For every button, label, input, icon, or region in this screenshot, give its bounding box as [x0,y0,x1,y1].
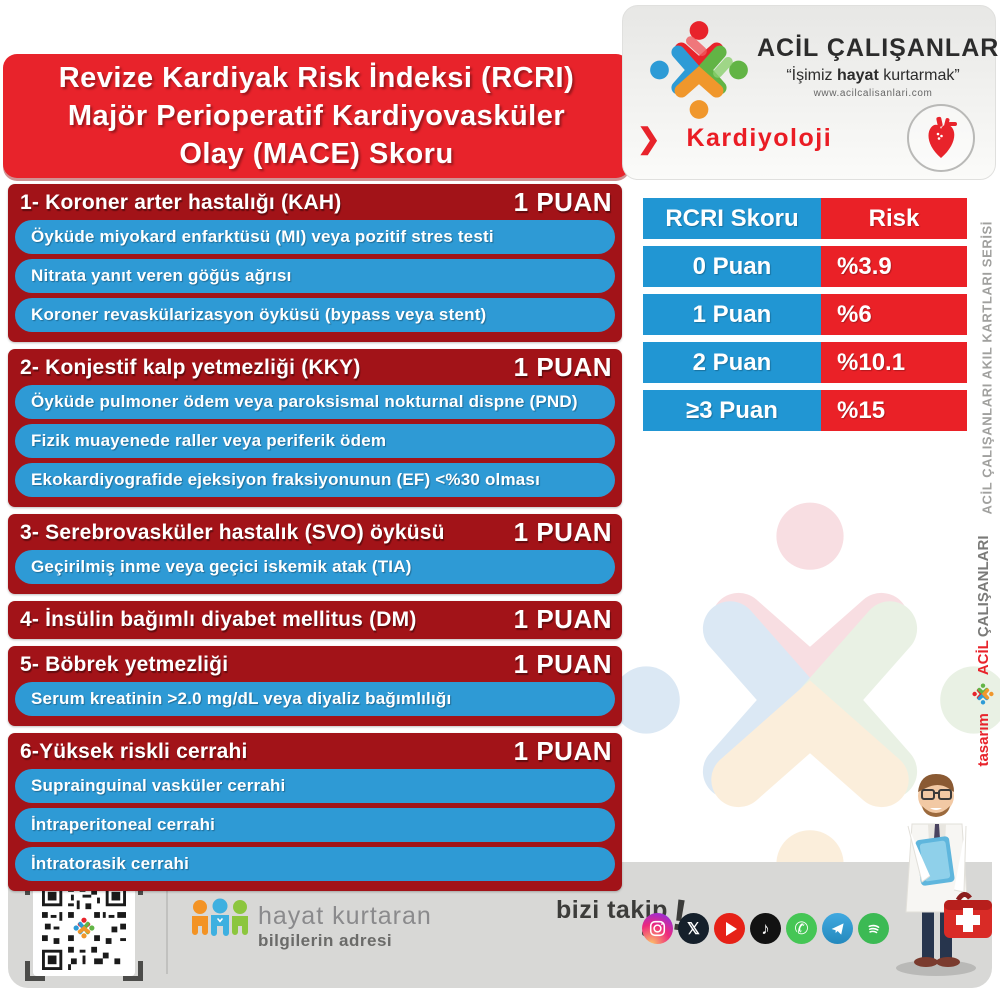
criterion-text: Öyküde miyokard enfarktüsü (MI) veya poz… [31,227,494,246]
brand-website: www.acilcalisanlari.com [813,88,933,99]
score-section: 5- Böbrek yetmezliği 1 PUAN Serum kreati… [8,646,622,726]
section-title: 4- İnsülin bağımlı diyabet mellitus (DM) [20,607,417,631]
score-section: 3- Serebrovasküler hastalık (SVO) öyküsü… [8,514,622,594]
criterion-text: Suprainguinal vasküler cerrahi [31,776,286,795]
page-title: Revize Kardiyak Risk İndeksi (RCRI) Majö… [3,54,630,178]
x-twitter-icon[interactable]: 𝕏 [678,913,709,944]
criterion-pill: Geçirilmiş inme veya geçici iskemik atak… [15,550,615,584]
criterion-pill: Nitrata yanıt veren göğüs ağrısı [15,259,615,293]
score-cell: 2 Puan [643,342,821,383]
criterion-pill: Fizik muayenede raller veya periferik öd… [15,424,615,458]
section-points: 1 PUAN [513,736,612,766]
score-cell: ≥3 Puan [643,390,821,431]
slogan-line-1: hayat kurtaran [258,902,432,930]
brand-logo-icon [650,21,748,119]
risk-table-body: 0 Puan %3.9 1 Puan %6 2 Puan %10.1 ≥3 Pu… [643,246,967,431]
risk-table-header: RCRI Skoru Risk [643,198,967,239]
criterion-pill: Koroner revaskülarizasyon öyküsü (bypass… [15,298,615,332]
criterion-text: İntratorasik cerrahi [31,854,190,873]
design-brand-red: ACİL [974,640,992,676]
risk-table-row: 2 Puan %10.1 [643,342,967,383]
design-credit: tasarım ACİL ÇALIŞANLARI [972,526,994,776]
risk-cell: %6 [821,294,967,335]
criterion-pill: Serum kreatinin >2.0 mg/dL veya diyaliz … [15,682,615,716]
criterion-pill: Öyküde miyokard enfarktüsü (MI) veya poz… [15,220,615,254]
criterion-text: Geçirilmiş inme veya geçici iskemik atak… [31,557,412,576]
title-line-3: Olay (MACE) Skoru [179,138,454,170]
risk-table-row: 0 Puan %3.9 [643,246,967,287]
section-points: 1 PUAN [513,187,612,217]
qr-corner-bracket [25,961,45,981]
score-section: 4- İnsülin bağımlı diyabet mellitus (DM)… [8,601,622,639]
series-label: ACİL ÇALIŞANLARI AKIL KARTLARI SERİSİ [979,220,995,515]
risk-table-row: 1 Puan %6 [643,294,967,335]
telegram-icon[interactable] [822,913,853,944]
score-section: 1- Koroner arter hastalığı (KAH) 1 PUAN … [8,184,622,342]
chevron-right-icon: ❯ [637,122,661,154]
criterion-text: İntraperitoneal cerrahi [31,815,216,834]
heart-icon [928,116,957,158]
section-points: 1 PUAN [513,604,612,634]
category-label: Kardiyoloji [686,124,833,152]
brand-name: ACİL ÇALIŞANLARI [757,34,1000,62]
criterion-text: Ekokardiyografide ejeksiyon fraksiyonunu… [31,470,541,489]
sections: 1- Koroner arter hastalığı (KAH) 1 PUAN … [8,184,622,898]
heart-badge [907,104,975,172]
design-label: tasarım [974,713,992,767]
criterion-text: Öyküde pulmoner ödem veya paroksismal no… [31,392,578,411]
score-cell: 1 Puan [643,294,821,335]
score-section: 2- Konjestif kalp yetmezliği (KKY) 1 PUA… [8,349,622,507]
score-section: 6-Yüksek riskli cerrahi 1 PUAN Supraingu… [8,733,622,891]
title-line-2: Majör Perioperatif Kardiyovasküler [67,100,566,132]
score-header-cell: RCRI Skoru [643,198,821,239]
criterion-pill: Suprainguinal vasküler cerrahi [15,769,615,803]
people-logo-icon [192,898,248,936]
section-title: 5- Böbrek yetmezliği [20,652,229,676]
criterion-text: Fizik muayenede raller veya periferik öd… [31,431,387,450]
criterion-text: Serum kreatinin >2.0 mg/dL veya diyaliz … [31,689,452,708]
risk-table-row: ≥3 Puan %15 [643,390,967,431]
spotify-icon[interactable] [858,913,889,944]
risk-header-cell: Risk [821,198,967,239]
section-points: 1 PUAN [513,352,612,382]
section-title: 6-Yüksek riskli cerrahi [20,739,248,763]
criterion-text: Nitrata yanıt veren göğüs ağrısı [31,266,292,285]
doctor-illustration [896,774,992,976]
criterion-pill: İntraperitoneal cerrahi [15,808,615,842]
youtube-icon[interactable] [714,913,745,944]
criterion-pill: Öyküde pulmoner ödem veya paroksismal no… [15,385,615,419]
slogan-line-2: bilgilerin adresi [258,931,393,950]
qr-code [25,875,143,981]
brand-mini-logo-icon [972,683,994,705]
section-title: 1- Koroner arter hastalığı (KAH) [20,190,342,214]
criterion-pill: Ekokardiyografide ejeksiyon fraksiyonunu… [15,463,615,497]
tiktok-icon[interactable]: ♪ [750,913,781,944]
section-points: 1 PUAN [513,517,612,547]
risk-cell: %15 [821,390,967,431]
section-points: 1 PUAN [513,649,612,679]
social-icons: 𝕏 ♪ ✆ [642,913,889,944]
section-title: 2- Konjestif kalp yetmezliği (KKY) [20,355,361,379]
section-title: 3- Serebrovasküler hastalık (SVO) öyküsü [20,520,445,544]
brand-tagline: “İşimiz hayat kurtarmak” [786,67,960,84]
footer-divider [166,874,168,974]
criterion-text: Koroner revaskülarizasyon öyküsü (bypass… [31,305,487,324]
risk-cell: %3.9 [821,246,967,287]
risk-cell: %10.1 [821,342,967,383]
whatsapp-icon[interactable]: ✆ [786,913,817,944]
instagram-icon[interactable] [642,913,673,944]
title-line-1: Revize Kardiyak Risk İndeksi (RCRI) [58,62,575,94]
design-brand-gray: ÇALIŞANLARI [974,535,992,638]
criterion-pill: İntratorasik cerrahi [15,847,615,881]
risk-table: RCRI Skoru Risk 0 Puan %3.9 1 Puan %6 2 … [643,198,967,438]
qr-corner-bracket [123,961,143,981]
brand-card: ACİL ÇALIŞANLARI “İşimiz hayat kurtarmak… [622,5,1000,180]
score-cell: 0 Puan [643,246,821,287]
